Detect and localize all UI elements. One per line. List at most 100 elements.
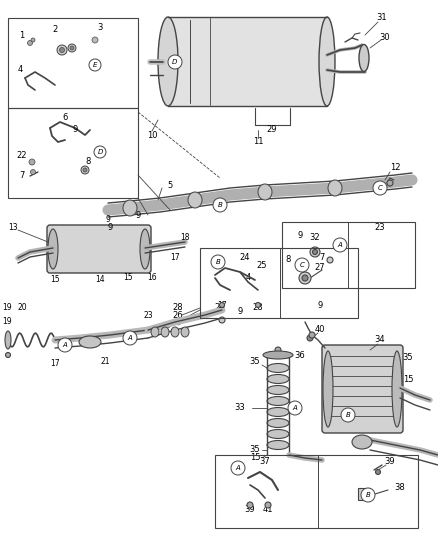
Text: 21: 21 — [100, 358, 110, 367]
Text: 35: 35 — [250, 358, 260, 367]
Circle shape — [123, 331, 137, 345]
Ellipse shape — [328, 180, 342, 196]
Text: 1: 1 — [19, 30, 25, 39]
Ellipse shape — [79, 336, 101, 348]
Text: 15: 15 — [50, 276, 60, 285]
Circle shape — [302, 275, 308, 281]
Ellipse shape — [359, 44, 369, 71]
Text: 35: 35 — [250, 446, 260, 455]
Text: B: B — [366, 492, 371, 498]
Circle shape — [68, 44, 76, 52]
Circle shape — [94, 146, 106, 158]
Text: 11: 11 — [253, 138, 263, 147]
Ellipse shape — [48, 229, 58, 269]
Text: A: A — [338, 242, 343, 248]
Text: 19: 19 — [2, 318, 12, 327]
Text: 4: 4 — [18, 66, 23, 75]
Circle shape — [361, 488, 375, 502]
Text: 13: 13 — [8, 223, 18, 232]
Text: 41: 41 — [263, 505, 273, 514]
Circle shape — [307, 335, 313, 341]
Circle shape — [327, 257, 333, 263]
Ellipse shape — [161, 327, 169, 337]
Text: 33: 33 — [235, 403, 245, 413]
Bar — [8, 18, 138, 108]
Text: 3: 3 — [97, 23, 102, 33]
Text: 7: 7 — [319, 254, 325, 262]
Bar — [8, 108, 138, 198]
Circle shape — [360, 490, 368, 498]
Circle shape — [60, 47, 64, 52]
Text: D: D — [97, 149, 102, 155]
Text: 9: 9 — [166, 320, 171, 329]
Text: A: A — [63, 342, 67, 348]
Circle shape — [265, 502, 271, 508]
Text: 34: 34 — [374, 335, 385, 344]
Circle shape — [333, 238, 347, 252]
Text: 7: 7 — [19, 171, 25, 180]
Text: 26: 26 — [215, 303, 225, 312]
Ellipse shape — [151, 327, 159, 337]
Text: 37: 37 — [260, 457, 270, 466]
Ellipse shape — [267, 440, 289, 449]
Text: C: C — [378, 185, 382, 191]
Circle shape — [375, 470, 381, 474]
Circle shape — [70, 46, 74, 50]
Text: 35: 35 — [403, 353, 413, 362]
Circle shape — [231, 461, 245, 475]
Text: 26: 26 — [173, 311, 184, 319]
Ellipse shape — [123, 200, 137, 216]
Circle shape — [341, 408, 355, 422]
Text: 9: 9 — [297, 230, 303, 239]
Ellipse shape — [258, 184, 272, 200]
Text: 9: 9 — [107, 223, 113, 232]
Ellipse shape — [267, 385, 289, 394]
Text: 17: 17 — [170, 254, 180, 262]
Circle shape — [309, 332, 315, 338]
Text: 28: 28 — [173, 303, 184, 312]
Text: 39: 39 — [385, 457, 396, 466]
Circle shape — [58, 338, 72, 352]
Ellipse shape — [263, 351, 293, 359]
Ellipse shape — [352, 435, 372, 449]
Ellipse shape — [267, 375, 289, 384]
Circle shape — [83, 168, 87, 172]
Text: 5: 5 — [167, 181, 173, 190]
Bar — [168, 17, 327, 106]
Ellipse shape — [267, 430, 289, 439]
Circle shape — [299, 272, 311, 284]
FancyBboxPatch shape — [358, 488, 370, 500]
Text: 9: 9 — [318, 301, 323, 310]
FancyBboxPatch shape — [47, 225, 151, 273]
Text: 19: 19 — [2, 303, 12, 312]
Text: 17: 17 — [217, 301, 227, 310]
Circle shape — [219, 317, 225, 323]
Text: 23: 23 — [374, 223, 385, 232]
Text: 18: 18 — [180, 233, 190, 243]
Text: 20: 20 — [17, 303, 27, 312]
Text: 39: 39 — [245, 505, 255, 514]
Text: 31: 31 — [377, 13, 387, 22]
Text: 32: 32 — [310, 233, 320, 243]
Ellipse shape — [319, 17, 335, 106]
Bar — [282, 222, 415, 288]
Text: 14: 14 — [95, 276, 105, 285]
Bar — [200, 248, 358, 318]
Circle shape — [295, 258, 309, 272]
Text: 40: 40 — [315, 326, 325, 335]
Circle shape — [92, 37, 98, 43]
Text: E: E — [93, 62, 97, 68]
Text: 30: 30 — [380, 34, 390, 43]
Text: A: A — [236, 465, 240, 471]
Text: 16: 16 — [147, 273, 157, 282]
Text: 15: 15 — [403, 376, 413, 384]
Circle shape — [31, 169, 35, 174]
Circle shape — [213, 198, 227, 212]
Ellipse shape — [392, 351, 402, 427]
Circle shape — [81, 166, 89, 174]
Text: 22: 22 — [17, 150, 27, 159]
Text: 23: 23 — [143, 311, 153, 319]
Text: 25: 25 — [257, 261, 267, 270]
Text: 9: 9 — [72, 125, 78, 134]
Text: 29: 29 — [267, 125, 277, 134]
